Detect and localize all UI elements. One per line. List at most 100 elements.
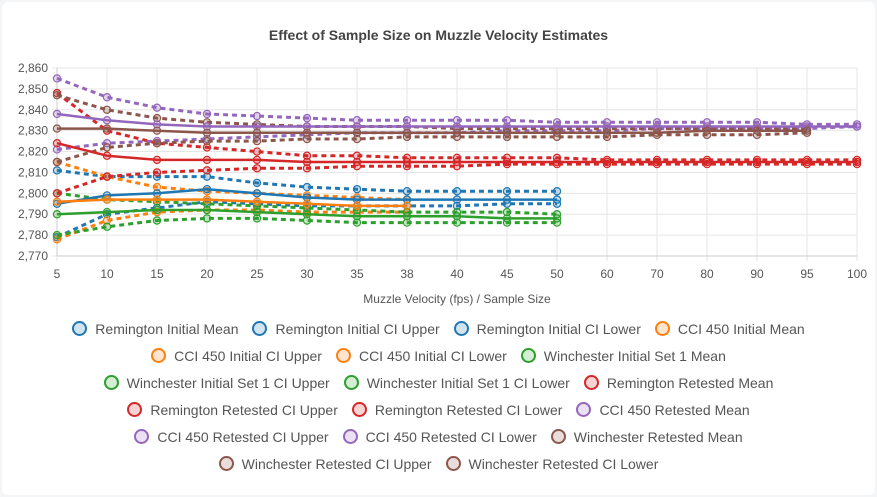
data-point xyxy=(202,214,212,223)
legend-item[interactable]: Winchester Initial Set 1 Mean xyxy=(520,348,726,364)
data-point xyxy=(202,155,212,165)
legend-label: CCI 450 Retested Mean xyxy=(599,402,750,418)
data-point xyxy=(352,122,362,131)
data-point xyxy=(252,111,262,121)
legend-swatch-icon xyxy=(218,456,234,471)
data-point xyxy=(452,212,462,221)
data-point xyxy=(702,126,712,135)
data-point xyxy=(152,113,162,123)
series-line-winchester-initial-set-1-ci-lower xyxy=(56,216,557,237)
legend-item[interactable]: CCI 450 Retested CI Lower xyxy=(342,429,537,445)
legend-swatch-icon xyxy=(453,321,469,336)
legend-label: CCI 450 Initial CI Upper xyxy=(174,348,322,364)
legend-swatch-icon xyxy=(342,429,358,444)
data-point xyxy=(52,197,62,206)
data-point xyxy=(452,195,462,204)
data-point xyxy=(202,172,212,181)
legend-item[interactable]: Winchester Initial Set 1 CI Upper xyxy=(103,375,330,391)
x-tick-label: 5 xyxy=(54,267,61,281)
data-point xyxy=(802,126,812,135)
data-point xyxy=(452,116,462,125)
data-point xyxy=(52,74,62,83)
data-point xyxy=(252,189,262,198)
data-point xyxy=(102,143,112,152)
legend-item[interactable]: CCI 450 Initial CI Lower xyxy=(335,348,507,364)
data-point xyxy=(252,128,262,137)
series-line-remington-retested-mean xyxy=(56,141,857,164)
data-point xyxy=(202,109,212,119)
data-point xyxy=(302,128,312,137)
legend-item[interactable]: Remington Retested Mean xyxy=(583,375,774,391)
series-line-winchester-initial-set-1-mean xyxy=(56,208,557,220)
legend-item[interactable]: Winchester Retested CI Lower xyxy=(445,456,658,472)
data-point xyxy=(402,116,412,125)
series-line-cci-450-retested-mean xyxy=(56,112,857,128)
data-point xyxy=(552,122,562,131)
series-line-remington-initial-mean xyxy=(56,187,557,206)
legend-row: CCI 450 Initial CI Upper CCI 450 Initial … xyxy=(0,348,877,364)
data-point xyxy=(302,151,312,160)
legend-item[interactable]: Winchester Initial Set 1 CI Lower xyxy=(343,375,570,391)
data-point xyxy=(752,126,762,135)
x-tick-label: 40 xyxy=(450,267,464,281)
data-point xyxy=(402,187,412,196)
data-point xyxy=(202,184,212,194)
data-point xyxy=(552,214,562,223)
legend-label: CCI 450 Retested CI Lower xyxy=(365,429,537,445)
data-point xyxy=(152,216,162,225)
y-tick-label: 2,830 xyxy=(18,124,48,138)
legend-label: Remington Retested CI Upper xyxy=(150,402,338,418)
data-point xyxy=(302,210,312,219)
legend-item[interactable]: Remington Retested CI Lower xyxy=(351,402,562,418)
y-tick-label: 2,780 xyxy=(18,228,48,242)
data-point xyxy=(602,128,612,137)
legend-item[interactable]: Remington Initial Mean xyxy=(72,321,238,337)
legend-item[interactable]: CCI 450 Retested CI Upper xyxy=(134,429,329,445)
y-tick-label: 2,820 xyxy=(18,145,48,159)
legend-item[interactable]: CCI 450 Initial Mean xyxy=(654,321,805,337)
data-point xyxy=(102,195,112,204)
data-point xyxy=(302,164,312,173)
series-line-remington-initial-ci-lower xyxy=(56,200,557,239)
data-point xyxy=(452,201,462,211)
data-point xyxy=(352,218,362,227)
y-tick-label: 2,800 xyxy=(18,186,48,200)
legend-item[interactable]: Winchester Retested CI Upper xyxy=(218,456,432,472)
legend-swatch-icon xyxy=(520,348,536,363)
data-point xyxy=(402,195,412,204)
data-point xyxy=(202,143,212,152)
series-layer xyxy=(52,74,862,244)
legend-swatch-icon xyxy=(72,321,88,336)
legend-label: Winchester Retested CI Upper xyxy=(241,456,432,472)
x-tick-label: 30 xyxy=(300,267,314,281)
legend-item[interactable]: Winchester Retested Mean xyxy=(550,429,743,445)
data-point xyxy=(402,218,412,227)
legend-item[interactable]: Remington Initial CI Lower xyxy=(453,321,641,337)
data-point xyxy=(502,157,512,167)
x-tick-label: 100 xyxy=(847,267,867,281)
data-point xyxy=(102,124,112,133)
legend-item[interactable]: CCI 450 Initial CI Upper xyxy=(151,348,322,364)
data-point xyxy=(352,151,362,160)
legend-item[interactable]: Remington Initial CI Upper xyxy=(252,321,440,337)
data-point xyxy=(352,134,362,144)
data-point xyxy=(52,210,62,219)
series-line-winchester-retested-mean xyxy=(57,127,807,135)
data-point xyxy=(202,122,212,131)
data-point xyxy=(652,157,662,167)
series-remington-retested-mean xyxy=(52,138,862,167)
data-point xyxy=(452,122,462,131)
legend-label: Remington Initial Mean xyxy=(95,321,239,337)
legend-row: Remington Initial Mean Remington Initial … xyxy=(0,321,877,337)
legend-item[interactable]: Remington Retested CI Upper xyxy=(127,402,338,418)
legend-item[interactable]: CCI 450 Retested Mean xyxy=(576,402,750,418)
legend-swatch-icon xyxy=(103,375,119,390)
data-point xyxy=(352,128,362,137)
data-point xyxy=(102,105,112,114)
data-point xyxy=(652,128,662,137)
legend-label: Remington Retested Mean xyxy=(606,375,774,391)
data-point xyxy=(302,157,312,167)
data-point xyxy=(452,187,462,196)
data-point xyxy=(502,128,512,137)
series-line-winchester-initial-set-1-ci-upper xyxy=(56,191,558,216)
